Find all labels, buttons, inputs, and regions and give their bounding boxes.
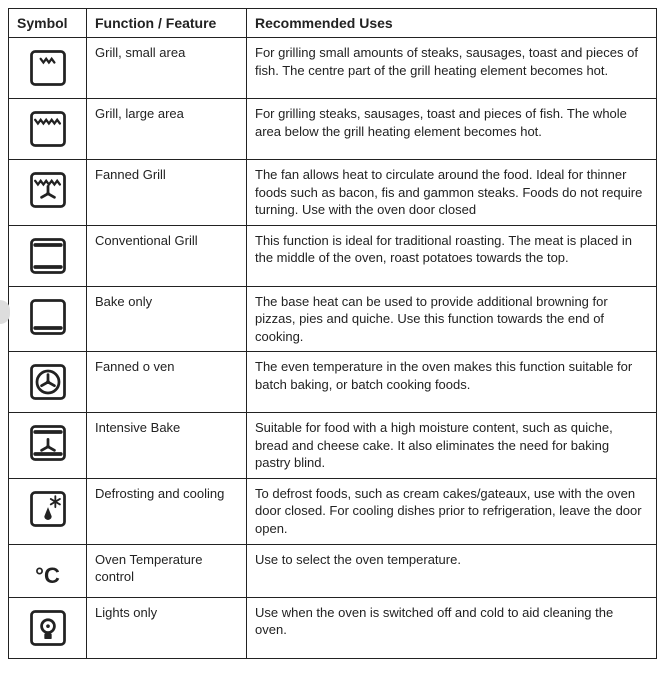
oven-functions-table: Symbol Function / Feature Recommended Us… xyxy=(8,8,657,659)
function-cell: Bake only xyxy=(87,286,247,352)
symbol-cell xyxy=(9,38,87,99)
function-cell: Conventional Grill xyxy=(87,225,247,286)
uses-cell: This function is ideal for traditional r… xyxy=(247,225,657,286)
intensive-bake-icon xyxy=(26,421,70,465)
symbol-cell xyxy=(9,597,87,658)
table-row: Lights onlyUse when the oven is switched… xyxy=(9,597,657,658)
table-row: Bake onlyThe base heat can be used to pr… xyxy=(9,286,657,352)
symbol-cell: °C xyxy=(9,544,87,597)
table-row: Grill, small areaFor grilling small amou… xyxy=(9,38,657,99)
table-row: °COven Temperature controlUse to select … xyxy=(9,544,657,597)
header-uses: Recommended Uses xyxy=(247,9,657,38)
function-cell: Grill, small area xyxy=(87,38,247,99)
uses-cell: Use to select the oven temperature. xyxy=(247,544,657,597)
table-row: Conventional GrillThis function is ideal… xyxy=(9,225,657,286)
symbol-cell xyxy=(9,160,87,226)
deg-c-icon: °C xyxy=(13,553,82,589)
bake-only-icon xyxy=(26,295,70,339)
conventional-grill-icon xyxy=(26,234,70,278)
function-cell: Lights only xyxy=(87,597,247,658)
uses-cell: Suitable for food with a high moisture c… xyxy=(247,413,657,479)
header-symbol: Symbol xyxy=(9,9,87,38)
table-row: Grill, large areaFor grilling steaks, sa… xyxy=(9,99,657,160)
symbol-cell xyxy=(9,225,87,286)
uses-cell: For grilling steaks, sausages, toast and… xyxy=(247,99,657,160)
grill-large-icon xyxy=(26,107,70,151)
uses-cell: For grilling small amounts of steaks, sa… xyxy=(247,38,657,99)
fanned-oven-icon xyxy=(26,360,70,404)
uses-cell: The even temperature in the oven makes t… xyxy=(247,352,657,413)
symbol-cell xyxy=(9,352,87,413)
table-row: Fanned GrillThe fan allows heat to circu… xyxy=(9,160,657,226)
function-cell: Oven Temperature control xyxy=(87,544,247,597)
symbol-cell xyxy=(9,413,87,479)
table-row: Defrosting and coolingTo defrost foods, … xyxy=(9,478,657,544)
function-cell: Fanned Grill xyxy=(87,160,247,226)
defrost-icon xyxy=(26,487,70,531)
symbol-cell xyxy=(9,286,87,352)
table-row: Intensive BakeSuitable for food with a h… xyxy=(9,413,657,479)
uses-cell: Use when the oven is switched off and co… xyxy=(247,597,657,658)
symbol-cell xyxy=(9,478,87,544)
table-row: Fanned o venThe even temperature in the … xyxy=(9,352,657,413)
function-cell: Fanned o ven xyxy=(87,352,247,413)
grill-small-icon xyxy=(26,46,70,90)
uses-cell: To defrost foods, such as cream cakes/ga… xyxy=(247,478,657,544)
table-header-row: Symbol Function / Feature Recommended Us… xyxy=(9,9,657,38)
header-function: Function / Feature xyxy=(87,9,247,38)
uses-cell: The base heat can be used to provide add… xyxy=(247,286,657,352)
lights-only-icon xyxy=(26,606,70,650)
function-cell: Defrosting and cooling xyxy=(87,478,247,544)
fanned-grill-icon xyxy=(26,168,70,212)
function-cell: Intensive Bake xyxy=(87,413,247,479)
symbol-cell xyxy=(9,99,87,160)
function-cell: Grill, large area xyxy=(87,99,247,160)
uses-cell: The fan allows heat to circulate around … xyxy=(247,160,657,226)
